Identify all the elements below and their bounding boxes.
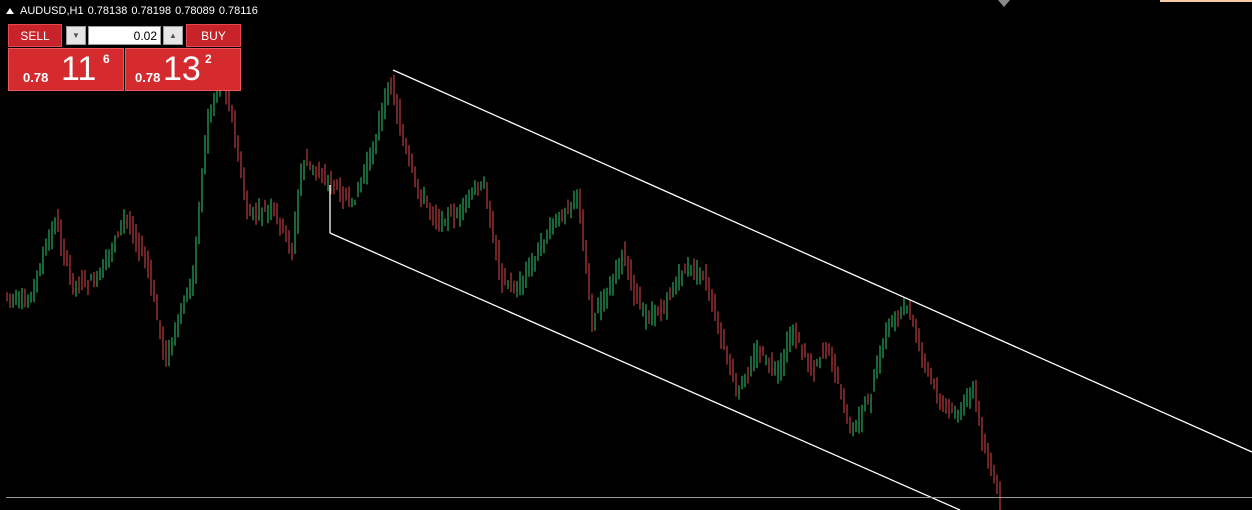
close-price: 0.78116: [218, 5, 258, 17]
sell-price-pips: 11: [61, 50, 97, 88]
chart-shift-marker-icon[interactable]: [998, 0, 1010, 7]
lot-decrease-icon[interactable]: ▼: [66, 26, 86, 45]
buy-price-box[interactable]: 0.78 13 2: [125, 48, 241, 91]
sell-button[interactable]: SELL: [8, 24, 62, 47]
lot-increase-icon[interactable]: ▲: [163, 26, 183, 45]
lot-size-input[interactable]: [88, 26, 161, 45]
buy-price-pips: 13: [163, 50, 201, 88]
trade-panel-top-row: SELL ▼ ▲ BUY: [8, 24, 241, 47]
chart-header: AUDUSD,H1 0.78138 0.78198 0.78089 0.7811…: [6, 4, 258, 18]
symbol-label: AUDUSD,H1: [20, 5, 84, 17]
open-price: 0.78138: [87, 5, 128, 17]
low-price: 0.78089: [175, 5, 215, 17]
collapse-triangle-icon[interactable]: [6, 8, 14, 14]
sell-price-box[interactable]: 0.78 11 6: [8, 48, 124, 91]
chart-bottom-border: [6, 497, 1252, 498]
buy-price-prefix: 0.78: [135, 70, 161, 85]
buy-price-fraction: 2: [205, 52, 212, 66]
window-edge: [1160, 0, 1252, 2]
sell-price-prefix: 0.78: [23, 70, 49, 85]
high-price: 0.78198: [131, 5, 172, 17]
channel-lower-line[interactable]: [329, 232, 961, 510]
channel-upper-line[interactable]: [392, 69, 1252, 453]
sell-price-fraction: 6: [103, 52, 110, 66]
buy-button[interactable]: BUY: [186, 24, 241, 47]
one-click-trading-panel: SELL ▼ ▲ BUY 0.78 11 6 0.78 13 2: [8, 24, 241, 91]
